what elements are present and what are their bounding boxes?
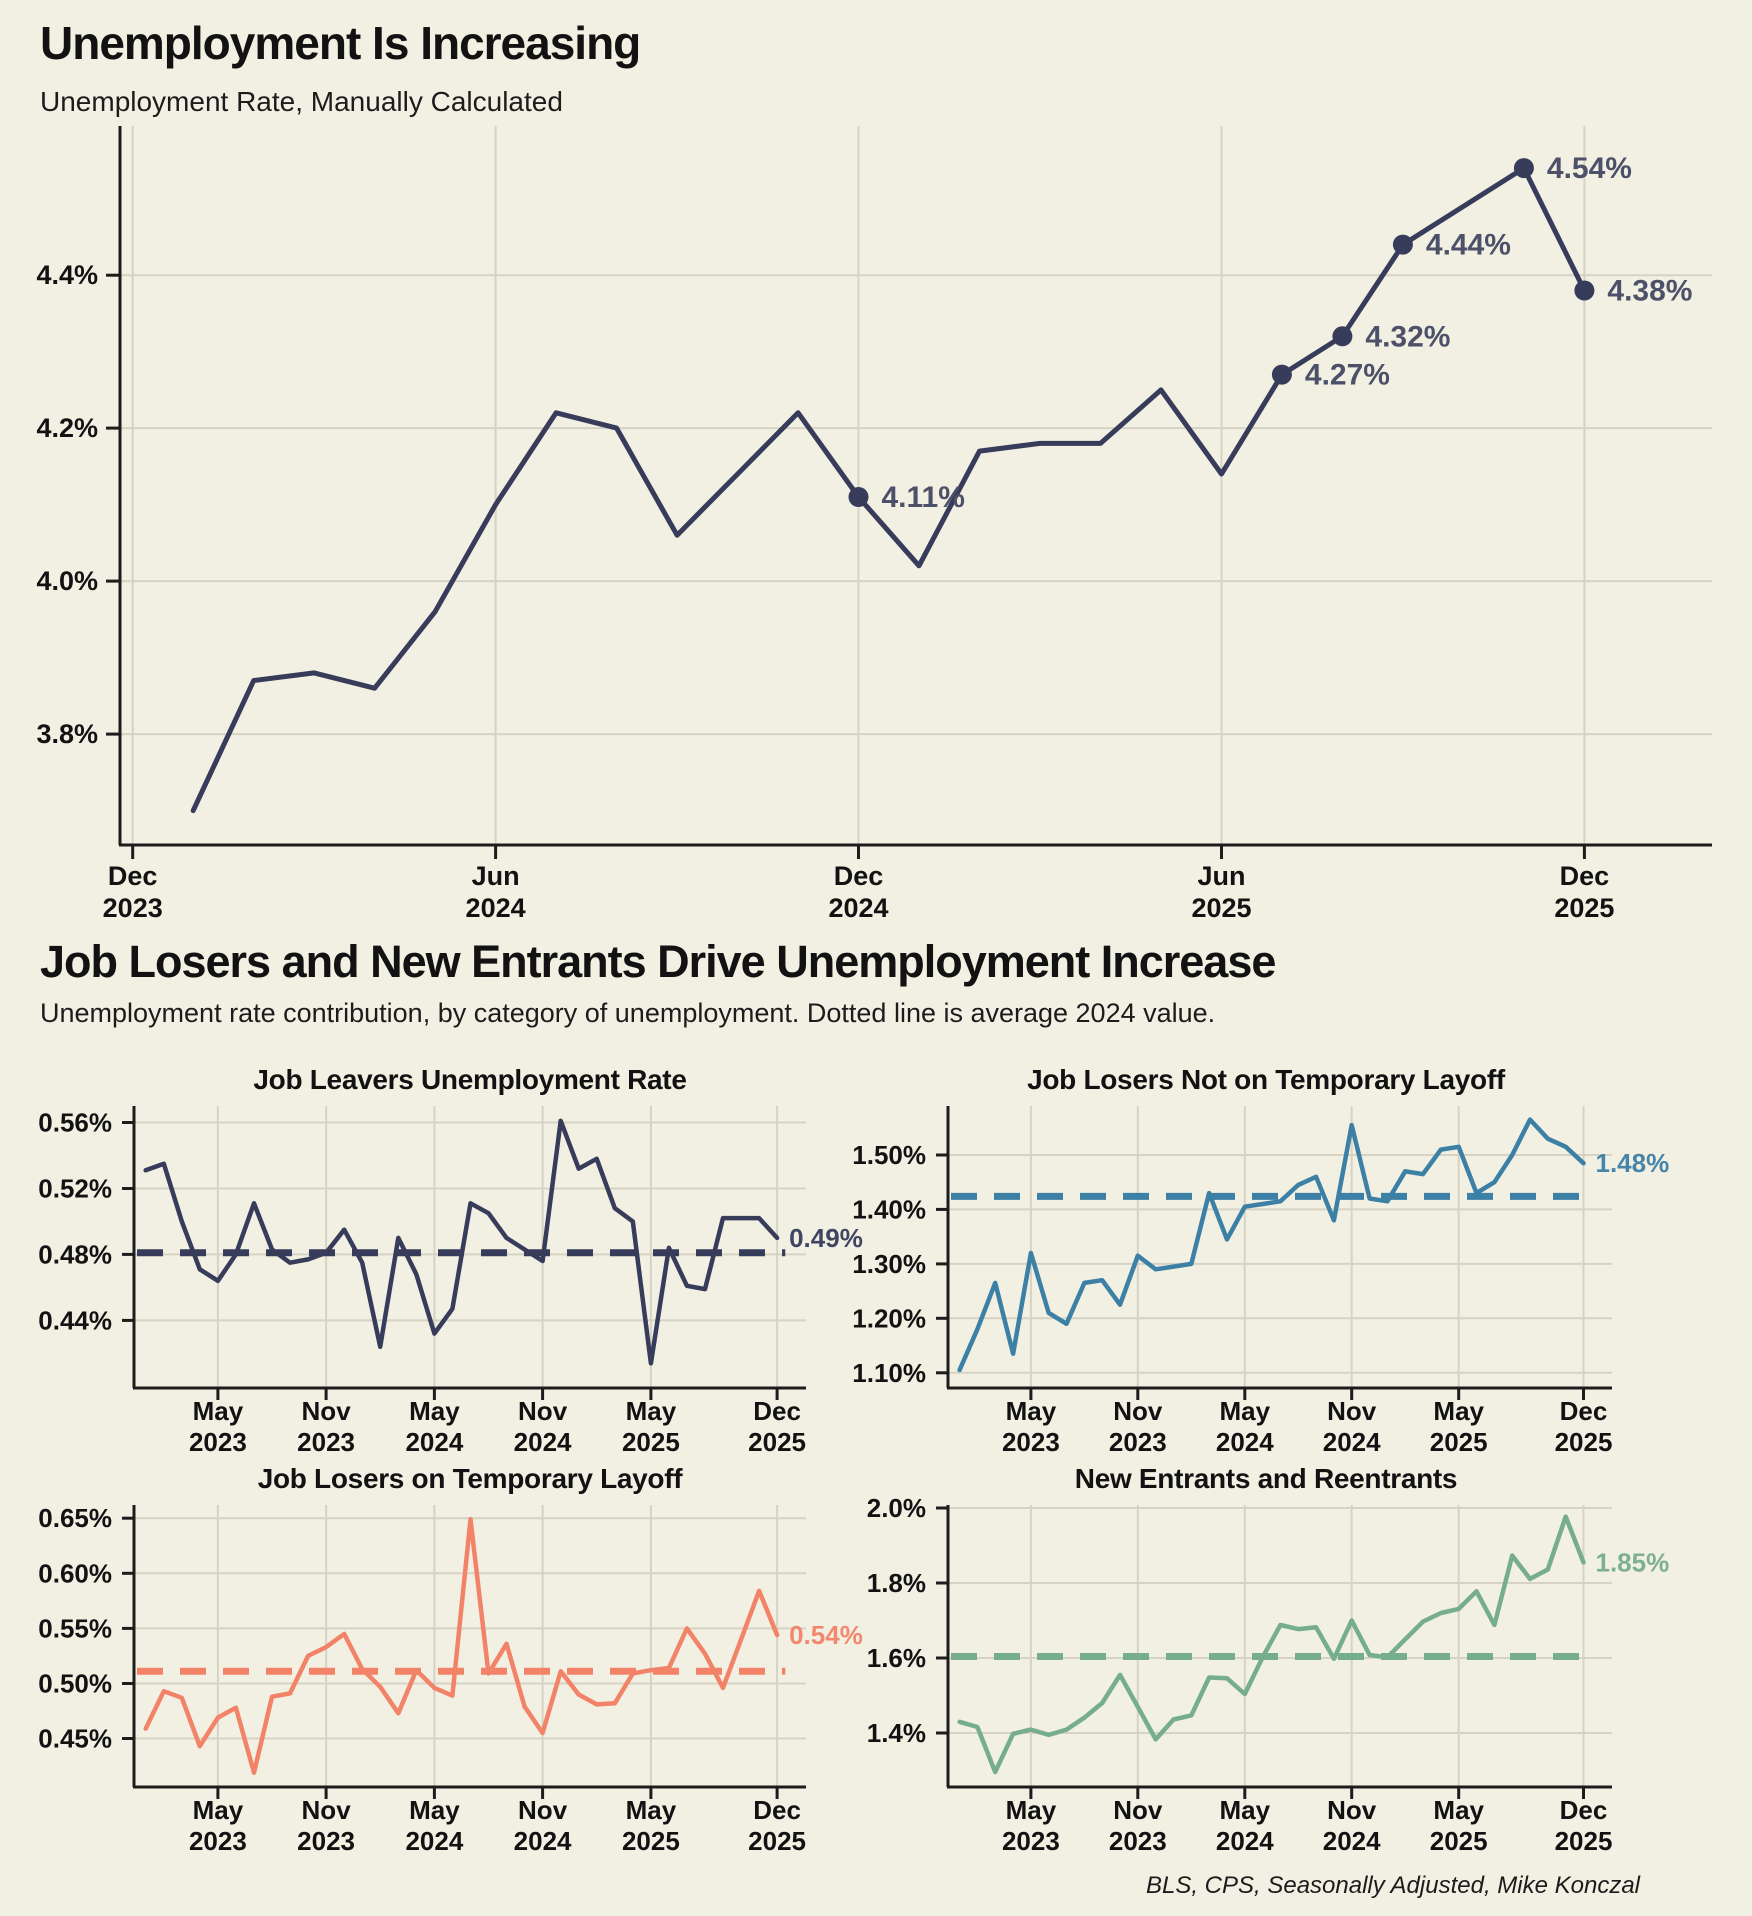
main-unemployment-xtick-label: Dec 2023 bbox=[103, 861, 163, 923]
job-losers-not-temp-line bbox=[957, 1117, 1586, 1373]
job-leavers-gridlines bbox=[134, 1106, 806, 1388]
new-entrants-reentrants-end-label: 1.85% bbox=[1596, 1547, 1670, 1577]
page-title: Unemployment Is Increasing bbox=[40, 17, 641, 69]
job-losers-temp-layoff-ytick-label: 0.60% bbox=[38, 1558, 112, 1588]
new-entrants-reentrants-line bbox=[957, 1514, 1586, 1775]
main-unemployment-point-label: 4.38% bbox=[1607, 275, 1692, 308]
job-leavers-line bbox=[143, 1118, 780, 1366]
main-unemployment-ytick-label: 3.8% bbox=[36, 719, 98, 749]
job-losers-temp-layoff-line bbox=[143, 1517, 780, 1775]
job-leavers-xtick-label: Nov 2024 bbox=[514, 1396, 572, 1457]
job-losers-temp-layoff-xtick-label: May 2024 bbox=[405, 1795, 463, 1856]
job-losers-not-temp-xtick-label: May 2025 bbox=[1430, 1396, 1488, 1457]
chart-title-job-losers-not-temp: Job Losers Not on Temporary Layoff bbox=[1027, 1064, 1505, 1095]
job-leavers-axes: 0.56% 0.52% 0.48% 0.44% May 2023 Nov 2023 May 202… bbox=[38, 1106, 806, 1457]
job-losers-temp-layoff-chart: 0.54% 0.65% 0.60% 0.55% 0.50% 0.45% May 2023 Nov… bbox=[38, 1503, 863, 1856]
section2-subtitle: Unemployment rate contribution, by categ… bbox=[40, 998, 1216, 1028]
job-losers-not-temp-ytick-label: 1.30% bbox=[852, 1249, 926, 1279]
main-unemployment-xtick-label: Jun 2024 bbox=[466, 861, 526, 923]
new-entrants-reentrants-ytick-label: 1.8% bbox=[867, 1568, 926, 1598]
job-losers-temp-layoff-ytick-label: 0.45% bbox=[38, 1724, 112, 1754]
new-entrants-reentrants-xtick-label: Nov 2023 bbox=[1109, 1795, 1167, 1856]
new-entrants-reentrants-xtick-label: May 2024 bbox=[1216, 1795, 1274, 1856]
main-unemployment-point-label: 4.11% bbox=[882, 481, 965, 514]
job-losers-temp-layoff-xtick-label: Nov 2023 bbox=[297, 1795, 355, 1856]
job-leavers-ytick-label: 0.48% bbox=[38, 1239, 112, 1269]
new-entrants-reentrants-ytick-label: 2.0% bbox=[867, 1493, 926, 1523]
new-entrants-reentrants-axes: 2.0% 1.8% 1.6% 1.4% May 2023 Nov 2023 May 2024 Nov… bbox=[867, 1493, 1613, 1856]
job-losers-not-temp-gridlines bbox=[948, 1106, 1612, 1388]
new-entrants-reentrants-chart: 1.85% 2.0% 1.8% 1.6% 1.4% May 2023 Nov 2023 May 20… bbox=[867, 1493, 1670, 1856]
job-losers-temp-layoff-end-label: 0.54% bbox=[789, 1620, 863, 1650]
new-entrants-reentrants-xtick-label: May 2025 bbox=[1430, 1795, 1488, 1856]
job-leavers-ytick-label: 0.44% bbox=[38, 1305, 112, 1335]
main-unemployment-point-label: 4.32% bbox=[1365, 320, 1450, 353]
job-losers-not-temp-chart: 1.48% 1.50% 1.40% 1.30% 1.20% 1.10% May 2023 Nov… bbox=[852, 1106, 1669, 1457]
job-leavers-xtick-label: Dec 2025 bbox=[748, 1396, 806, 1457]
section2-title: Job Losers and New Entrants Drive Unempl… bbox=[40, 936, 1276, 987]
main-unemployment-ytick-label: 4.0% bbox=[36, 566, 98, 596]
job-leavers-end-label: 0.49% bbox=[789, 1223, 863, 1253]
job-leavers-xtick-label: May 2025 bbox=[622, 1396, 680, 1457]
main-unemployment-xtick-label: Jun 2025 bbox=[1191, 861, 1251, 923]
job-losers-temp-layoff-xtick-label: May 2025 bbox=[622, 1795, 680, 1856]
main-unemployment-point-marker bbox=[1574, 280, 1595, 301]
footer-credit: BLS, CPS, Seasonally Adjusted, Mike Konc… bbox=[1145, 1872, 1640, 1899]
job-losers-not-temp-xtick-label: Dec 2025 bbox=[1555, 1396, 1613, 1457]
main-unemployment-point-marker bbox=[1332, 326, 1353, 347]
new-entrants-reentrants-gridlines bbox=[948, 1505, 1612, 1787]
new-entrants-reentrants-xtick-label: Nov 2024 bbox=[1323, 1795, 1381, 1856]
chart-title-job-leavers: Job Leavers Unemployment Rate bbox=[253, 1064, 687, 1095]
job-leavers-xtick-label: May 2024 bbox=[405, 1396, 463, 1457]
job-losers-not-temp-xtick-label: Nov 2023 bbox=[1109, 1396, 1167, 1457]
main-unemployment-point-marker bbox=[1271, 364, 1292, 385]
job-losers-temp-layoff-xtick-label: May 2023 bbox=[189, 1795, 247, 1856]
job-losers-not-temp-end-label: 1.48% bbox=[1596, 1148, 1670, 1178]
main-unemployment-point-label: 4.27% bbox=[1305, 359, 1390, 392]
job-losers-not-temp-xtick-label: May 2023 bbox=[1002, 1396, 1060, 1457]
main-unemployment-point-marker bbox=[848, 487, 869, 507]
job-losers-temp-layoff-xtick-label: Dec 2025 bbox=[748, 1795, 806, 1856]
main-unemployment-axes: 4.4% 4.2% 4.0% 3.8% Dec 2023 Jun 2024 Dec 2024 Jun… bbox=[36, 126, 1712, 923]
new-entrants-reentrants-ytick-label: 1.6% bbox=[867, 1643, 926, 1673]
main-unemployment-xtick-label: Dec 2024 bbox=[828, 861, 888, 923]
job-leavers-ytick-label: 0.52% bbox=[38, 1174, 112, 1204]
job-losers-temp-layoff-xtick-label: Nov 2024 bbox=[514, 1795, 572, 1856]
job-losers-not-temp-ytick-label: 1.10% bbox=[852, 1358, 926, 1388]
job-losers-temp-layoff-ytick-label: 0.55% bbox=[38, 1613, 112, 1643]
main-unemployment-point-marker bbox=[1392, 234, 1413, 255]
job-losers-temp-layoff-ytick-label: 0.50% bbox=[38, 1669, 112, 1699]
main-unemployment-point-label: 4.54% bbox=[1547, 152, 1632, 185]
job-losers-not-temp-axes: 1.50% 1.40% 1.30% 1.20% 1.10% May 2023 Nov 2023 M… bbox=[852, 1106, 1612, 1457]
job-leavers-ytick-label: 0.56% bbox=[38, 1108, 112, 1138]
chart-title-new-entrants: New Entrants and Reentrants bbox=[1074, 1463, 1458, 1494]
main-unemployment-xtick-label: Dec 2025 bbox=[1554, 861, 1614, 923]
job-leavers-xtick-label: May 2023 bbox=[189, 1396, 247, 1457]
job-losers-temp-layoff-gridlines bbox=[134, 1505, 806, 1787]
new-entrants-reentrants-xtick-label: Dec 2025 bbox=[1555, 1795, 1613, 1856]
job-losers-not-temp-ytick-label: 1.50% bbox=[852, 1140, 926, 1170]
main-unemployment-point-label: 4.44% bbox=[1426, 229, 1511, 262]
job-losers-not-temp-xtick-label: May 2024 bbox=[1216, 1396, 1274, 1457]
job-leavers-xtick-label: Nov 2023 bbox=[297, 1396, 355, 1457]
job-leavers-chart: 0.49% 0.56% 0.52% 0.48% 0.44% May 2023 Nov 2023 M… bbox=[38, 1106, 863, 1457]
job-losers-not-temp-ytick-label: 1.20% bbox=[852, 1303, 926, 1333]
job-losers-not-temp-ytick-label: 1.40% bbox=[852, 1194, 926, 1224]
main-unemployment-gridlines bbox=[120, 126, 1712, 845]
main-unemployment-ytick-label: 4.4% bbox=[36, 260, 98, 290]
new-entrants-reentrants-xtick-label: May 2023 bbox=[1002, 1795, 1060, 1856]
main-unemployment-point-marker bbox=[1513, 158, 1534, 179]
chart-title-temp-layoff: Job Losers on Temporary Layoff bbox=[257, 1463, 683, 1494]
job-losers-not-temp-xtick-label: Nov 2024 bbox=[1323, 1396, 1381, 1457]
job-losers-temp-layoff-ytick-label: 0.65% bbox=[38, 1503, 112, 1533]
new-entrants-reentrants-ytick-label: 1.4% bbox=[867, 1718, 926, 1748]
main-unemployment-chart: 4.11%4.27%4.32%4.44%4.54%4.38%4.4%4.2%4.… bbox=[36, 126, 1712, 923]
job-losers-temp-layoff-axes: 0.65% 0.60% 0.55% 0.50% 0.45% May 2023 Nov 2023 M… bbox=[38, 1503, 806, 1856]
main-unemployment-ytick-label: 4.2% bbox=[36, 413, 98, 443]
page-subtitle: Unemployment Rate, Manually Calculated bbox=[40, 86, 563, 117]
